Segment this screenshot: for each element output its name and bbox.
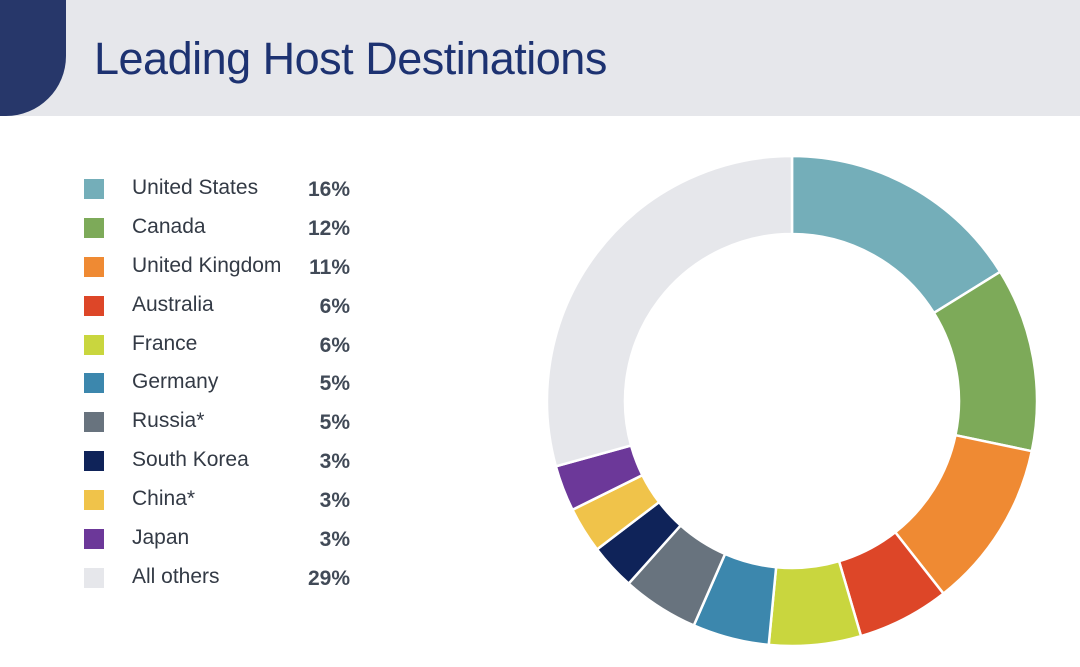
legend-label: United Kingdom <box>132 253 282 277</box>
legend-swatch <box>84 451 104 472</box>
legend-item: China* 3% <box>84 480 384 519</box>
legend-label: All others <box>132 564 220 588</box>
legend-value: 6% <box>319 333 350 357</box>
legend-label: Canada <box>132 214 206 238</box>
legend-value: 3% <box>319 528 350 552</box>
donut-chart <box>545 154 1039 648</box>
legend-label: France <box>132 331 198 355</box>
legend-swatch <box>84 217 104 238</box>
legend-label: Japan <box>132 526 190 550</box>
legend-item: South Korea 3% <box>84 441 384 480</box>
legend-swatch <box>84 179 104 199</box>
legend-value: 11% <box>309 255 350 279</box>
legend-value: 5% <box>319 372 350 396</box>
legend-item: Canada 12% <box>84 208 384 247</box>
legend-swatch <box>84 529 104 550</box>
legend-label: South Korea <box>132 448 249 472</box>
donut-slice <box>790 154 1002 315</box>
legend-swatch <box>84 334 104 355</box>
legend-value: 12% <box>307 216 350 240</box>
legend-swatch <box>84 412 104 433</box>
legend-item: Australia 6% <box>84 286 384 325</box>
chart-legend: United States 16% Canada 12% United Kingdom 1… <box>84 169 384 597</box>
legend-value: 3% <box>319 489 350 513</box>
legend-value: 3% <box>319 450 350 474</box>
header-band: Leading Host Destinations <box>0 0 1080 116</box>
legend-label: Germany <box>132 370 219 394</box>
legend-swatch <box>84 373 104 394</box>
legend-label: China* <box>132 487 196 511</box>
legend-item: France 6% <box>84 325 384 364</box>
legend-value: 29% <box>307 566 350 590</box>
legend-item: United States 16% <box>84 169 384 208</box>
legend-label: Russia* <box>132 409 205 433</box>
legend-item: Russia* 5% <box>84 402 384 441</box>
donut-slice <box>545 154 794 468</box>
legend-value: 5% <box>319 411 350 435</box>
header-icon-badge <box>0 0 66 116</box>
legend-swatch <box>84 490 104 511</box>
legend-value: 6% <box>319 294 350 318</box>
legend-value: 16% <box>307 178 350 201</box>
legend-swatch <box>84 295 104 316</box>
legend-label: Australia <box>132 292 214 316</box>
legend-swatch <box>84 256 104 277</box>
legend-item: Germany 5% <box>84 363 384 402</box>
legend-item: All others 29% <box>84 558 384 597</box>
legend-item: Japan 3% <box>84 519 384 558</box>
page-title: Leading Host Destinations <box>94 33 607 84</box>
legend-label: United States <box>132 176 259 199</box>
legend-item: United Kingdom 11% <box>84 247 384 286</box>
legend-swatch <box>84 567 104 588</box>
